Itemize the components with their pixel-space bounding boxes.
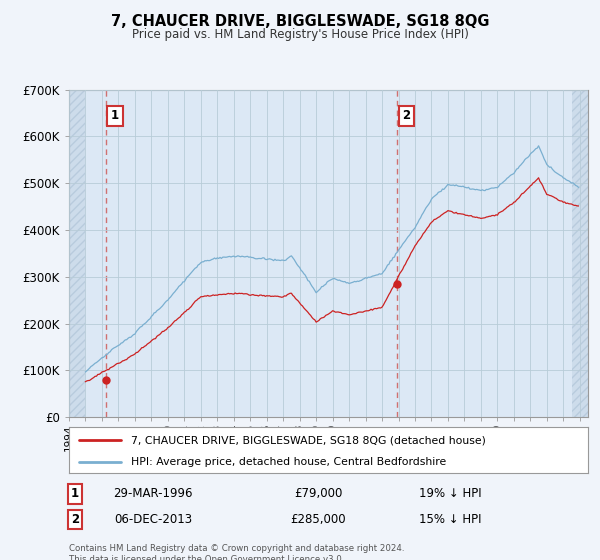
Text: 7, CHAUCER DRIVE, BIGGLESWADE, SG18 8QG (detached house): 7, CHAUCER DRIVE, BIGGLESWADE, SG18 8QG …: [131, 435, 486, 445]
Text: £79,000: £79,000: [294, 487, 342, 501]
Text: £285,000: £285,000: [290, 513, 346, 526]
Text: 15% ↓ HPI: 15% ↓ HPI: [419, 513, 481, 526]
Text: 2: 2: [71, 513, 79, 526]
Text: Price paid vs. HM Land Registry's House Price Index (HPI): Price paid vs. HM Land Registry's House …: [131, 28, 469, 41]
Bar: [572, 90, 588, 417]
Text: Contains HM Land Registry data © Crown copyright and database right 2024.
This d: Contains HM Land Registry data © Crown c…: [69, 544, 404, 560]
Text: HPI: Average price, detached house, Central Bedfordshire: HPI: Average price, detached house, Cent…: [131, 457, 446, 466]
Text: 06-DEC-2013: 06-DEC-2013: [114, 513, 192, 526]
Text: 1: 1: [71, 487, 79, 501]
Text: 1: 1: [111, 109, 119, 122]
Text: 29-MAR-1996: 29-MAR-1996: [113, 487, 193, 501]
Text: 7, CHAUCER DRIVE, BIGGLESWADE, SG18 8QG: 7, CHAUCER DRIVE, BIGGLESWADE, SG18 8QG: [111, 14, 489, 29]
Text: 19% ↓ HPI: 19% ↓ HPI: [419, 487, 481, 501]
Bar: [69, 90, 85, 417]
Text: 2: 2: [402, 109, 410, 122]
